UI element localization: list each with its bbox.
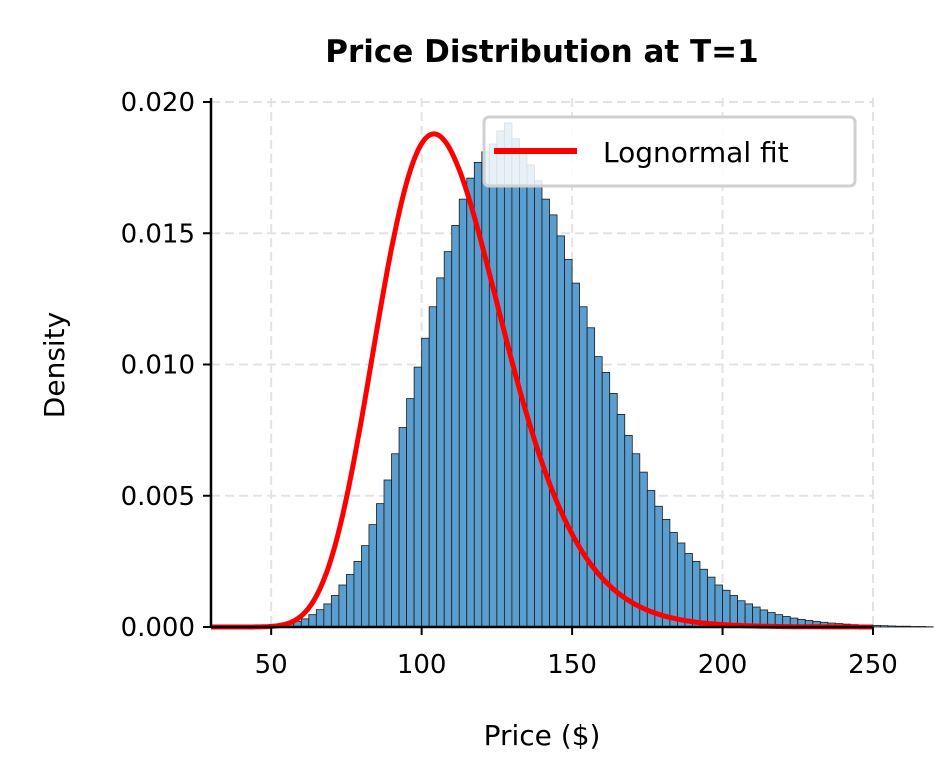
histogram-bar [376,503,385,628]
histogram-bar [639,471,648,628]
x-axis-label: Price ($) [484,719,601,752]
chart-title: Price Distribution at T=1 [325,34,758,70]
histogram-bar [669,532,678,628]
histogram-bar [428,306,438,628]
histogram-bar [451,224,460,628]
histogram-bar [684,553,693,628]
histogram-bar [315,609,325,628]
histogram-bar [646,490,656,628]
histogram-bar [571,282,581,628]
histogram-bar [661,518,671,628]
y-tick-label: 0.015 [121,219,195,249]
histogram-bar [383,479,392,628]
histogram-bar [496,130,505,628]
legend-label: Lognormal fit [603,136,789,169]
histogram-bar [406,398,415,628]
histogram-bar [503,122,513,628]
x-tick-label: 50 [255,650,288,680]
histogram-bar [488,143,498,628]
histogram-bar [338,584,347,628]
histogram-bar [872,625,881,628]
histogram-bar [526,164,535,628]
histogram-bar [353,560,362,628]
histogram-bar [534,180,543,628]
histogram-bar [586,327,596,628]
histogram-bar [323,603,332,628]
histogram-bar [902,625,912,628]
histogram-bar [368,524,377,628]
y-tick-label: 0.005 [121,482,195,512]
histogram-bar [556,235,565,628]
x-tick-label: 200 [698,650,748,680]
histogram-bar [481,151,490,628]
histogram-bar [692,560,701,628]
histogram-bar [707,576,716,628]
histogram-bar [361,545,370,628]
histogram-bar [541,198,550,628]
histogram-bar [346,574,355,628]
histogram-bar [880,625,889,628]
histogram-bar [729,595,738,628]
histogram-bar [443,251,453,628]
histogram-bar [579,306,588,628]
histogram-bar [413,366,423,628]
histogram-bar [601,371,611,628]
histogram-bar [699,568,708,628]
histogram-bar [910,626,919,628]
y-tick-label: 0.000 [121,613,195,643]
histogram-bar [391,453,400,628]
x-tick-label: 150 [547,650,597,680]
histogram-bar [330,595,340,628]
y-axis-label: Density [38,312,71,418]
histogram-bar [895,625,904,628]
histogram-bar [594,356,603,628]
x-tick-label: 250 [848,650,898,680]
x-tick-label: 100 [397,650,447,680]
histogram-bar [549,214,558,628]
histogram-bar [917,626,927,628]
histogram-bar [654,505,663,628]
y-tick-label: 0.020 [121,88,195,118]
histogram-bar [714,584,723,628]
histogram-bar [458,198,468,628]
histogram-bar [308,614,317,628]
histogram-bar [722,589,731,628]
histogram-bar [466,177,475,628]
histogram-bar [564,259,573,628]
legend: Lognormal fit [482,115,857,188]
legend-box [482,115,857,188]
histogram-bar [421,337,430,628]
histogram-bar [677,542,686,628]
histogram-bar [887,625,896,628]
histogram-bar [398,427,407,628]
histogram-bar [436,277,445,628]
y-tick-label: 0.010 [121,351,195,381]
